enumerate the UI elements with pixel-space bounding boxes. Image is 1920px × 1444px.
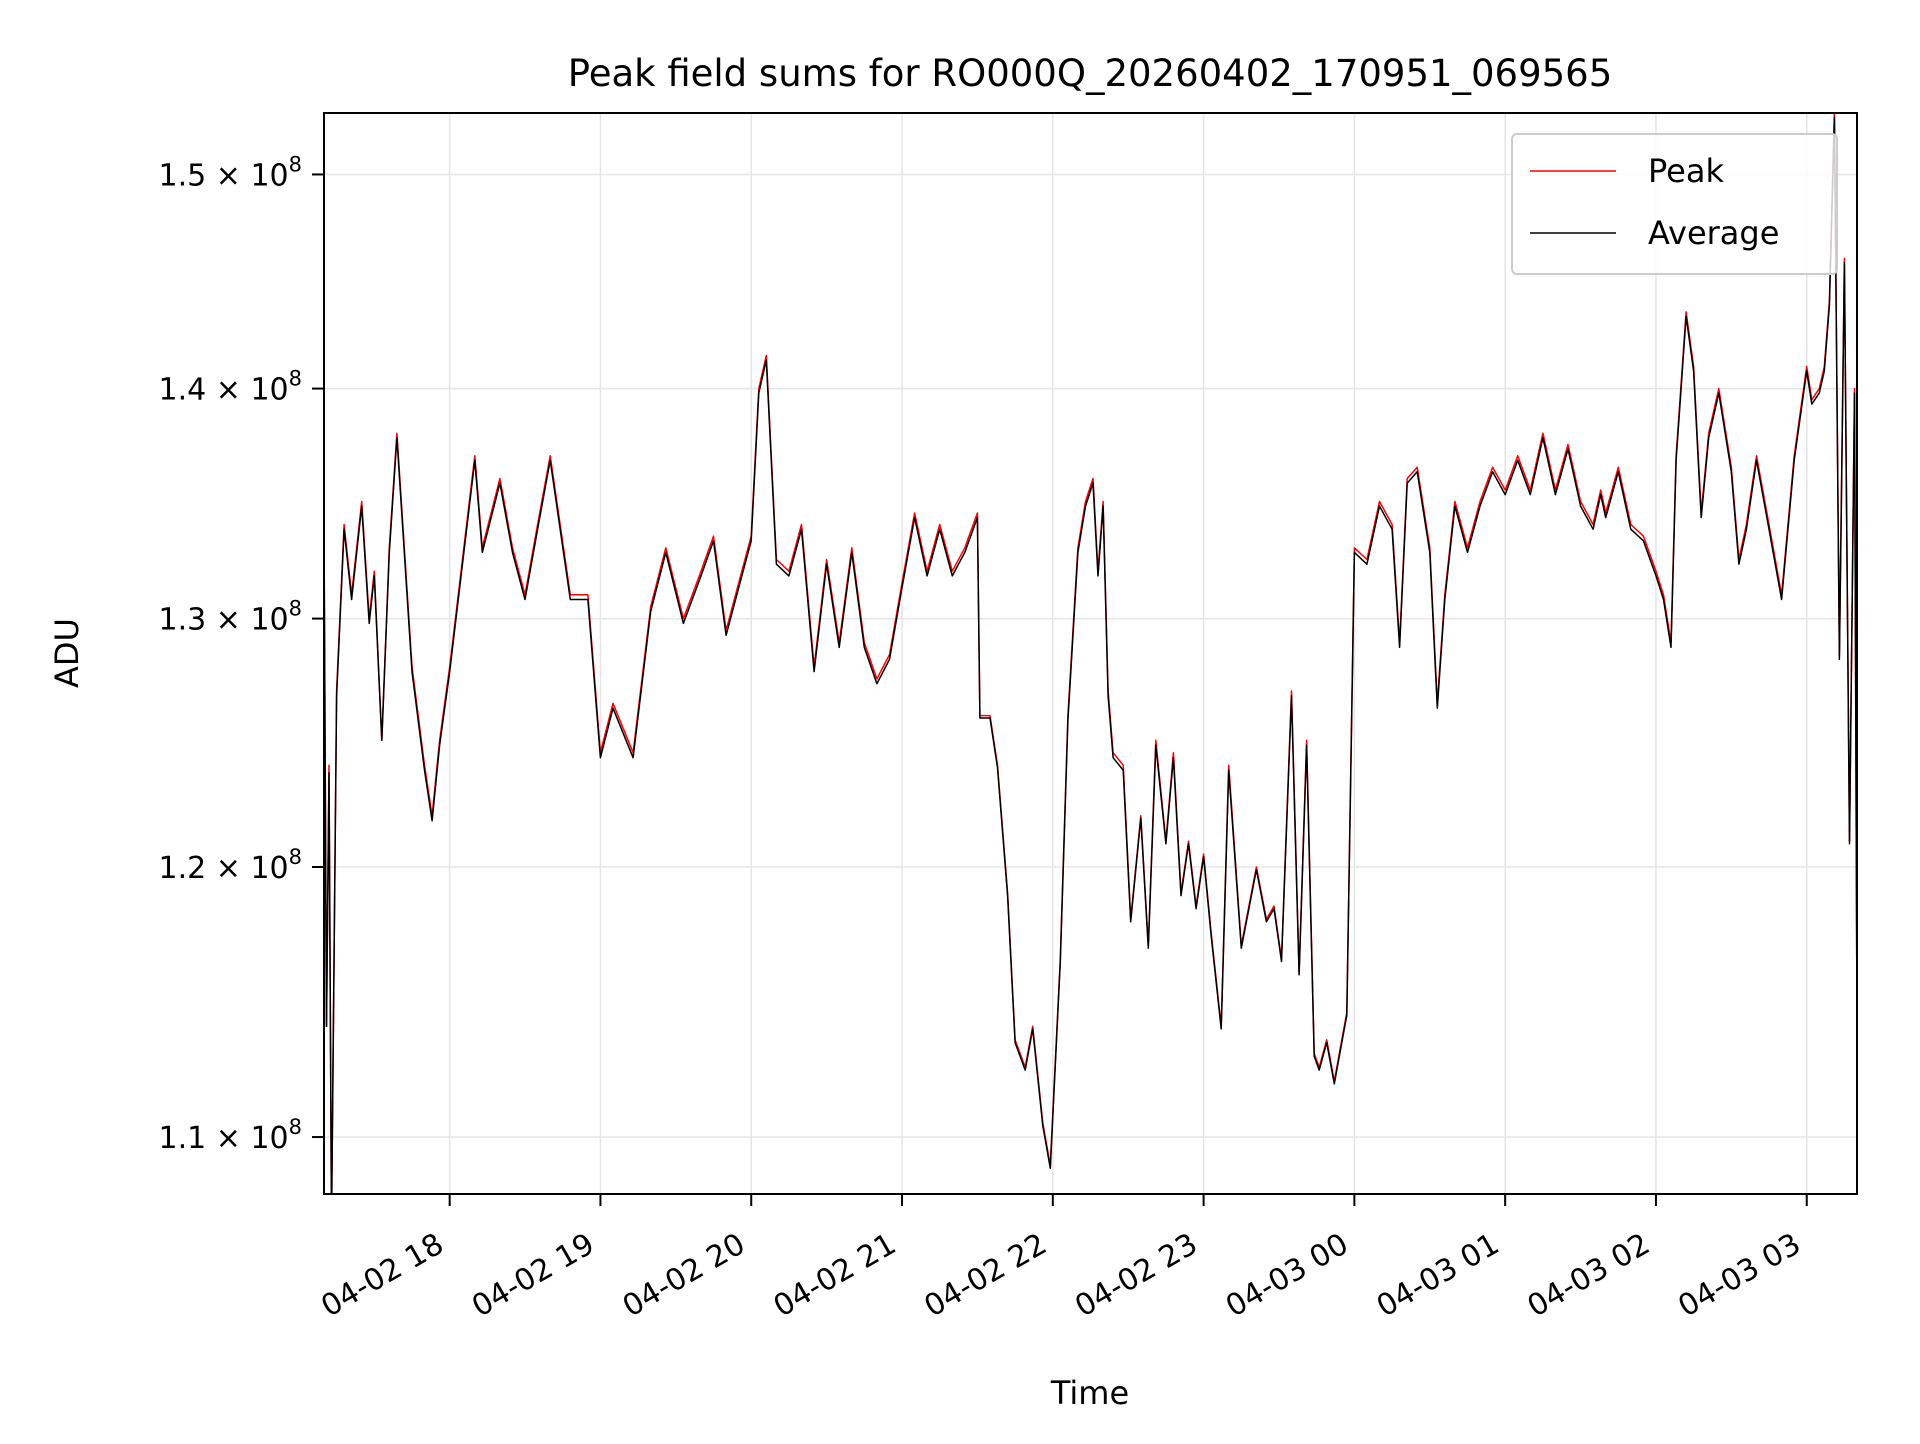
legend-label-peak: Peak [1648,152,1724,190]
x-tick-label: 04-02 22 [918,1227,1052,1325]
x-tick-label: 04-02 19 [466,1227,600,1325]
plot-frame [323,112,1858,1195]
legend-box [1511,133,1838,275]
chart-title: Peak field sums for RO000Q_20260402_1709… [568,52,1613,95]
series-lines [324,113,1857,1194]
x-tick-label: 04-03 03 [1672,1227,1806,1325]
x-tick-label: 04-02 18 [315,1227,449,1325]
y-tick-label: 1.2 × 108 [159,845,302,886]
y-tick-label: 1.1 × 108 [159,1115,302,1156]
x-tick-label: 04-02 23 [1069,1227,1203,1325]
legend: Peak Average [1511,133,1838,275]
x-tick-label: 04-02 21 [768,1227,902,1325]
legend-label-average: Average [1648,214,1779,252]
x-tick-label: 04-03 02 [1522,1227,1656,1325]
plot-area [324,113,1857,1194]
y-tick-label: 1.5 × 108 [159,152,302,193]
y-tick-label: 1.3 × 108 [159,597,302,638]
x-tick-label: 04-02 20 [617,1227,751,1325]
y-tick-label: 1.4 × 108 [159,367,302,408]
x-tick-label: 04-03 00 [1220,1227,1354,1325]
y-axis-title: ADU [48,618,86,688]
grid [324,113,1857,1194]
series-line-average [324,116,1857,1194]
x-tick-label: 04-03 01 [1371,1227,1505,1325]
x-axis-title: Time [1050,1374,1129,1412]
